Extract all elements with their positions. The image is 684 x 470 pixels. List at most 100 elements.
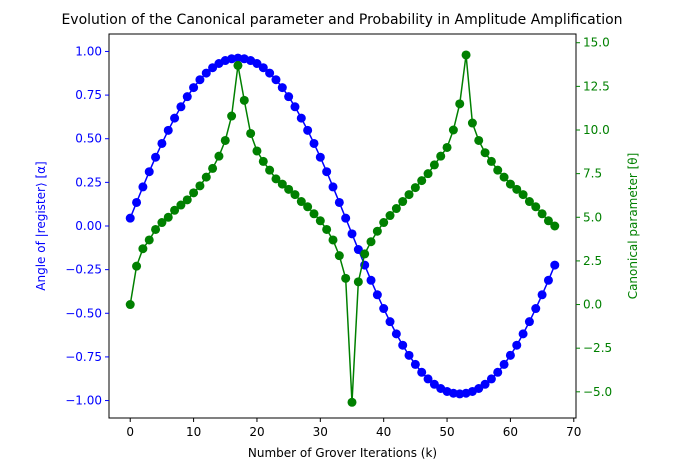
series-right-point bbox=[239, 95, 249, 105]
series-right-point bbox=[151, 224, 161, 234]
series-right-point bbox=[410, 183, 420, 193]
series-left-point bbox=[170, 113, 180, 123]
x-tick-label: 30 bbox=[313, 425, 328, 439]
series-left-point bbox=[499, 359, 509, 369]
series-left-point bbox=[322, 167, 332, 177]
series-right-point bbox=[201, 172, 211, 182]
series-left-point bbox=[138, 182, 148, 192]
series-left-point bbox=[163, 125, 173, 135]
y-left-tick-label: −0.75 bbox=[65, 350, 102, 364]
series-left-point bbox=[353, 245, 363, 255]
y-right-tick-label: 0.0 bbox=[583, 298, 602, 312]
y-right-tick-label: 7.5 bbox=[583, 167, 602, 181]
series-right-point bbox=[144, 235, 154, 245]
series-left-point bbox=[258, 63, 268, 73]
series-right-point bbox=[486, 156, 496, 166]
series-right-point bbox=[341, 273, 351, 283]
y-left-tick-label: 1.00 bbox=[75, 44, 102, 58]
series-right-point bbox=[385, 211, 395, 221]
y-left-tick-label: 0.75 bbox=[75, 88, 102, 102]
series-left-point bbox=[550, 260, 560, 270]
series-right-point bbox=[170, 205, 180, 215]
series-right-point bbox=[195, 181, 205, 191]
series-left-point bbox=[505, 350, 515, 360]
series-left-point bbox=[144, 167, 154, 177]
series-right-point bbox=[398, 197, 408, 207]
y-left-tick-label: −0.25 bbox=[65, 263, 102, 277]
series-right-point bbox=[543, 216, 553, 226]
y-right-tick-label: −5.0 bbox=[583, 385, 612, 399]
series-right-point bbox=[189, 188, 199, 198]
x-tick-label: 50 bbox=[439, 425, 454, 439]
plot-layer bbox=[125, 50, 560, 407]
series-right-point bbox=[366, 237, 376, 247]
y-left-tick-label: −1.00 bbox=[65, 394, 102, 408]
series-left-point bbox=[125, 213, 135, 223]
series-right-point bbox=[303, 202, 313, 212]
series-left-point bbox=[372, 290, 382, 300]
series-left-point bbox=[543, 275, 553, 285]
y-right-tick-label: 5.0 bbox=[583, 210, 602, 224]
series-right-point bbox=[505, 179, 515, 189]
series-right-point bbox=[372, 226, 382, 236]
series-right-point bbox=[442, 142, 452, 152]
series-right-point bbox=[455, 99, 465, 109]
series-left-point bbox=[315, 152, 325, 162]
series-right-point bbox=[347, 397, 357, 407]
y-left-tick-label: −0.50 bbox=[65, 306, 102, 320]
series-right-point bbox=[436, 151, 446, 161]
series-right-point bbox=[258, 156, 268, 166]
series-left-point bbox=[341, 213, 351, 223]
series-left-point bbox=[290, 102, 300, 112]
series-left-point bbox=[201, 68, 211, 78]
x-tick-label: 70 bbox=[566, 425, 581, 439]
series-right-point bbox=[334, 251, 344, 261]
series-right-point bbox=[138, 244, 148, 254]
series-left-point bbox=[404, 350, 414, 360]
series-left-point bbox=[334, 197, 344, 207]
series-right-point bbox=[315, 216, 325, 226]
series-right-point bbox=[550, 221, 560, 231]
series-right-point bbox=[429, 160, 439, 170]
x-axis-label: Number of Grover Iterations (k) bbox=[248, 446, 437, 460]
series-right-point bbox=[467, 118, 477, 128]
series-right-point bbox=[537, 209, 547, 219]
series-right-point bbox=[208, 163, 218, 173]
series-right-point bbox=[163, 212, 173, 222]
series-right-point bbox=[290, 190, 300, 200]
series-right-point bbox=[271, 174, 281, 184]
series-left-point bbox=[385, 317, 395, 327]
series-right-point bbox=[480, 148, 490, 158]
series-left-point bbox=[309, 138, 319, 148]
series-right-point bbox=[246, 128, 256, 138]
series-left-point bbox=[379, 304, 389, 314]
series-left-point bbox=[417, 367, 427, 377]
series-left-point bbox=[518, 329, 528, 339]
series-left-point bbox=[189, 83, 199, 93]
series-right-point bbox=[391, 204, 401, 214]
series-right-point bbox=[518, 190, 528, 200]
series-right-point bbox=[227, 111, 237, 121]
series-left-point bbox=[182, 92, 192, 102]
series-left-point bbox=[195, 75, 205, 85]
x-tick-label: 10 bbox=[186, 425, 201, 439]
series-left-point bbox=[151, 152, 161, 162]
y-right-tick-label: 2.5 bbox=[583, 254, 602, 268]
y-right-tick-label: 12.5 bbox=[583, 79, 610, 93]
y-axis-right-label: Canonical parameter [θ] bbox=[626, 153, 640, 300]
series-left-point bbox=[537, 290, 547, 300]
x-tick-label: 60 bbox=[503, 425, 518, 439]
series-left-point bbox=[347, 229, 357, 239]
y-left-tick-label: 0.25 bbox=[75, 175, 102, 189]
y-right-tick-label: 10.0 bbox=[583, 123, 610, 137]
series-right-point bbox=[252, 146, 262, 156]
series-right-point bbox=[353, 277, 363, 287]
series-right-point bbox=[360, 249, 370, 259]
series-right-point bbox=[524, 197, 534, 207]
series-left-point bbox=[531, 304, 541, 314]
series-left-point bbox=[271, 75, 281, 85]
series-right-point bbox=[182, 195, 192, 205]
series-left-point bbox=[265, 68, 275, 78]
